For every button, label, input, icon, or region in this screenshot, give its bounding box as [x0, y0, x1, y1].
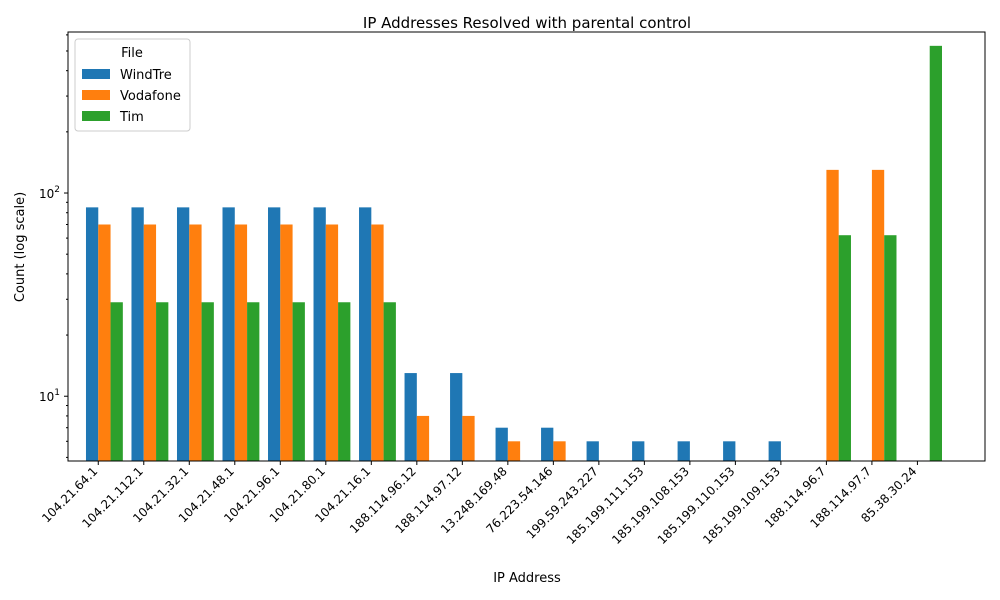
bar-vodafone-4 — [280, 224, 293, 461]
bar-windtre-11 — [586, 441, 599, 461]
bar-tim-0 — [110, 302, 123, 461]
bar-vodafone-1 — [143, 224, 157, 461]
bar-vodafone-17 — [871, 169, 885, 461]
bar-windtre-5 — [313, 207, 326, 461]
bar-tim-5 — [338, 302, 351, 461]
x-ticks: 104.21.64.1104.21.112.1104.21.32.1104.21… — [39, 461, 920, 547]
x-tick-label: 185.199.109.153 — [700, 464, 783, 547]
bar-tim-6 — [383, 302, 396, 461]
bar-vodafone-0 — [98, 224, 111, 461]
bar-windtre-12 — [632, 441, 645, 461]
bars — [85, 45, 942, 462]
x-tick-label: 185.199.108.153 — [609, 464, 692, 547]
bar-windtre-2 — [176, 207, 190, 461]
bar-vodafone-5 — [325, 224, 339, 461]
y-ticks: 101 102 — [39, 34, 68, 458]
bar-tim-18 — [929, 45, 942, 462]
x-axis-label: IP Address — [493, 571, 561, 586]
chart-title: IP Addresses Resolved with parental cont… — [363, 14, 691, 32]
bar-vodafone-2 — [189, 224, 202, 461]
bar-windtre-4 — [268, 207, 281, 461]
bar-tim-16 — [838, 235, 851, 461]
x-tick-label: 185.199.111.153 — [564, 464, 647, 547]
legend-swatch-windtre — [82, 69, 110, 79]
bar-vodafone-9 — [507, 441, 521, 461]
bar-tim-3 — [247, 302, 260, 461]
bar-windtre-6 — [359, 207, 372, 461]
bar-windtre-3 — [222, 207, 235, 461]
legend-label-tim: Tim — [119, 110, 144, 125]
bar-windtre-1 — [131, 207, 144, 461]
legend-label-windtre: WindTre — [120, 68, 172, 83]
legend-title: File — [121, 46, 143, 61]
bar-windtre-13 — [677, 441, 690, 461]
x-tick-label: 185.199.110.153 — [655, 464, 738, 547]
bar-windtre-15 — [768, 441, 781, 461]
legend-swatch-vodafone — [82, 90, 110, 100]
bar-tim-2 — [201, 302, 214, 461]
bar-windtre-10 — [541, 427, 554, 461]
bar-tim-4 — [292, 302, 305, 461]
bar-vodafone-6 — [371, 224, 384, 461]
bar-vodafone-8 — [462, 415, 475, 461]
bar-windtre-0 — [85, 207, 99, 461]
y-tick-label: 101 — [39, 388, 60, 404]
legend-swatch-tim — [82, 111, 110, 121]
bar-tim-17 — [884, 235, 897, 461]
bar-vodafone-3 — [234, 224, 248, 461]
bar-vodafone-16 — [826, 169, 839, 461]
y-axis-label: Count (log scale) — [13, 192, 28, 302]
bar-windtre-9 — [495, 427, 508, 461]
bar-windtre-7 — [404, 373, 417, 461]
plot-frame — [67, 31, 986, 462]
bar-tim-1 — [156, 302, 169, 461]
bar-vodafone-7 — [416, 415, 430, 461]
bar-windtre-8 — [450, 373, 463, 461]
bar-windtre-14 — [723, 441, 736, 461]
legend-box — [74, 38, 191, 132]
legend: File WindTre Vodafone Tim — [74, 38, 191, 132]
bar-vodafone-10 — [553, 441, 566, 461]
y-tick-label: 102 — [39, 185, 60, 201]
legend-label-vodafone: Vodafone — [120, 89, 181, 104]
